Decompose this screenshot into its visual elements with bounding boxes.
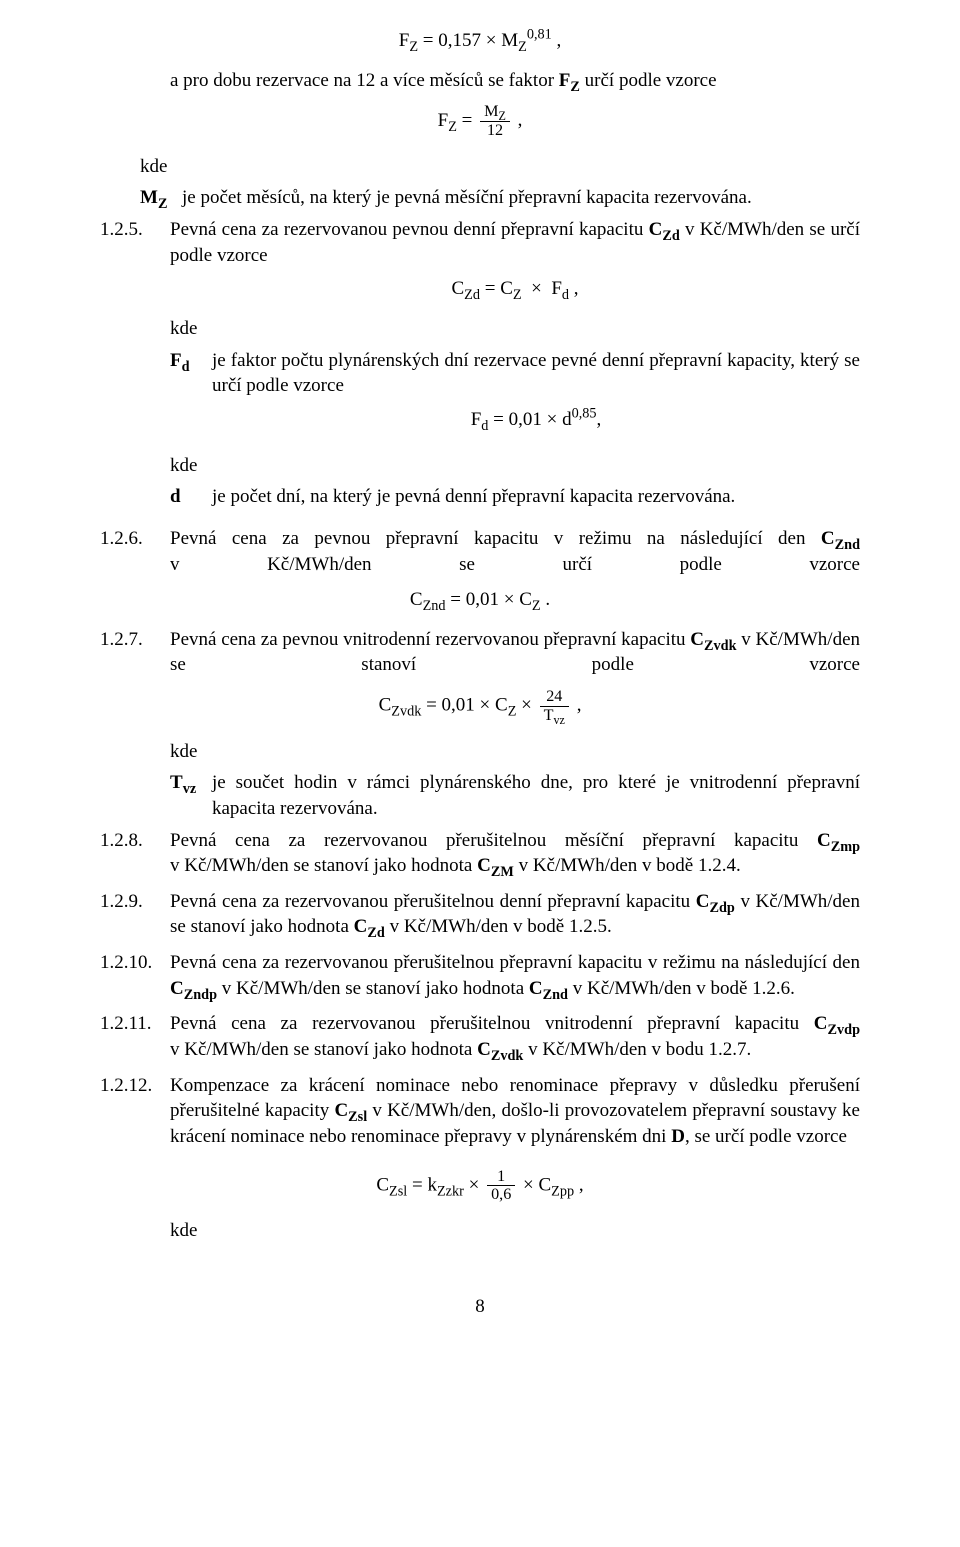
num-1-2-11: 1.2.11.: [100, 1011, 170, 1062]
sym-mz: MZ: [140, 185, 182, 211]
formula-fz-frac-eq: FZ =: [438, 110, 473, 131]
frac-top: 1: [487, 1168, 515, 1187]
frac-bot: 0,6: [487, 1186, 515, 1204]
formula-czd: CZd = CZ × Fd ,: [170, 276, 860, 302]
kde-label: kde: [140, 154, 860, 180]
body-1-2-10: Pevná cena za rezervovanou přerušitelnou…: [170, 950, 860, 1001]
body-1-2-12: Kompenzace za krácení nominace nebo reno…: [170, 1073, 860, 1150]
def-d: d je počet dní, na který je pevná denní …: [170, 484, 860, 510]
fraction: 1 0,6: [487, 1168, 515, 1205]
section-1-2-5: 1.2.5. Pevná cena za rezervovanou pevnou…: [100, 217, 860, 516]
num-1-2-8: 1.2.8.: [100, 828, 170, 879]
def-fd-body: je faktor počtu plynárenských dní rezerv…: [212, 348, 860, 447]
kde-label: kde: [170, 316, 860, 342]
num-1-2-7: 1.2.7.: [100, 627, 170, 678]
def-d-body: je počet dní, na který je pevná denní př…: [212, 484, 860, 510]
frac-top: 24: [540, 688, 569, 707]
fraction: 24 Tvz: [540, 688, 569, 725]
body-1-2-6: Pevná cena za pevnou přepravní kapacitu …: [170, 526, 860, 577]
num-1-2-9: 1.2.9.: [100, 889, 170, 940]
def-tvz: Tvz je součet hodin v rámci plynárenskéh…: [170, 770, 860, 821]
body-1-2-7: Pevná cena za pevnou vnitrodenní rezervo…: [170, 627, 860, 678]
page: FZ = 0,157 × MZ0,81 , a pro dobu rezerva…: [0, 0, 960, 1359]
frac-bot: 12: [480, 122, 510, 140]
formula-czvdk: CZvdk = 0,01 × CZ × 24 Tvz ,: [100, 688, 860, 725]
kde-label: kde: [170, 453, 860, 479]
sym-tvz: Tvz: [170, 770, 212, 821]
num-1-2-6: 1.2.6.: [100, 526, 170, 577]
body-1-2-11: Pevná cena za rezervovanou přerušitelnou…: [170, 1011, 860, 1062]
formula-fd: Fd = 0,01 × d0,85,: [212, 407, 860, 433]
page-number: 8: [100, 1294, 860, 1320]
formula-cznd: CZnd = 0,01 × CZ .: [100, 587, 860, 613]
num-1-2-5: 1.2.5.: [100, 217, 170, 516]
def-fd-text: je faktor počtu plynárenských dní rezerv…: [212, 350, 860, 397]
formula-fz-frac: FZ = MZ 12 ,: [100, 103, 860, 140]
section-1-2-9: 1.2.9. Pevná cena za rezervovanou přeruš…: [100, 889, 860, 940]
section-1-2-8: 1.2.8. Pevná cena za rezervovanou přeruš…: [100, 828, 860, 879]
kde-label: kde: [170, 1218, 860, 1244]
section-1-2-11: 1.2.11. Pevná cena za rezervovanou přeru…: [100, 1011, 860, 1062]
intro-para: a pro dobu rezervace na 12 a více měsíců…: [170, 68, 860, 94]
def-fd: Fd je faktor počtu plynárenských dní rez…: [170, 348, 860, 447]
num-1-2-10: 1.2.10.: [100, 950, 170, 1001]
section-1-2-12: 1.2.12. Kompenzace za krácení nominace n…: [100, 1073, 860, 1150]
kde-label: kde: [170, 739, 860, 765]
num-1-2-12: 1.2.12.: [100, 1073, 170, 1150]
body-1-2-8: Pevná cena za rezervovanou přerušitelnou…: [170, 828, 860, 879]
sym-d: d: [170, 484, 212, 510]
sym-fd: Fd: [170, 348, 212, 447]
section-1-2-7: 1.2.7. Pevná cena za pevnou vnitrodenní …: [100, 627, 860, 678]
body-1-2-5: Pevná cena za rezervovanou pevnou denní …: [170, 217, 860, 516]
section-1-2-6: 1.2.6. Pevná cena za pevnou přepravní ka…: [100, 526, 860, 577]
def-tvz-body: je součet hodin v rámci plynárenského dn…: [212, 770, 860, 821]
formula-czsl: CZsl = kZzkr × 1 0,6 × CZpp ,: [100, 1168, 860, 1205]
def-mz-body: je počet měsíců, na který je pevná měsíč…: [182, 185, 860, 211]
body-1-2-9: Pevná cena za rezervovanou přerušitelnou…: [170, 889, 860, 940]
section-1-2-10: 1.2.10. Pevná cena za rezervovanou přeru…: [100, 950, 860, 1001]
frac-top: MZ: [480, 103, 510, 122]
frac-bot: Tvz: [540, 707, 569, 725]
formula-fz-power: FZ = 0,157 × MZ0,81 ,: [100, 28, 860, 54]
def-mz: MZ je počet měsíců, na který je pevná mě…: [140, 185, 860, 211]
fraction: MZ 12: [480, 103, 510, 140]
